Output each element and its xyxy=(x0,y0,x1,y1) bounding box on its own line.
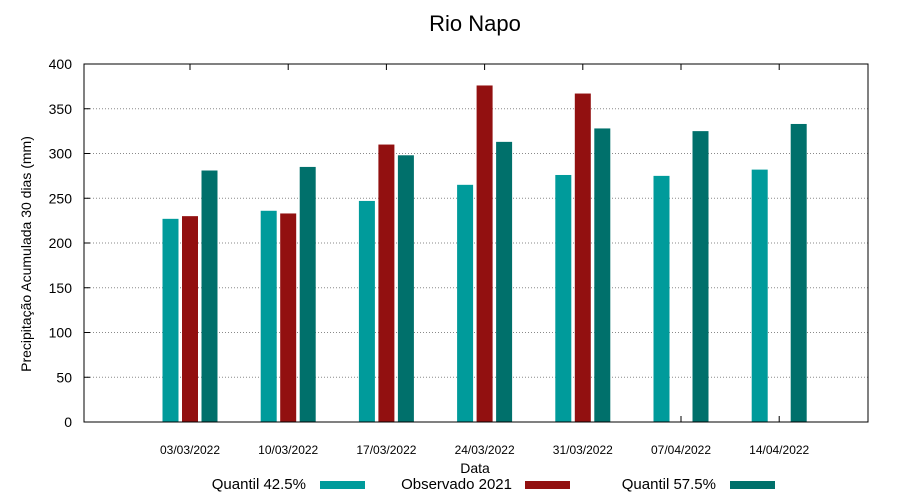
bar-series-0-2 xyxy=(358,200,375,422)
plot-frame xyxy=(83,63,869,423)
bar-series-2-4 xyxy=(594,128,611,422)
x-axis-label: Data xyxy=(460,460,490,476)
bar-series-0-5 xyxy=(653,175,670,422)
bar-series-1-0 xyxy=(182,216,198,422)
x-tick-label: 17/03/2022 xyxy=(356,443,416,457)
legend-label-0: Quantil 42.5% xyxy=(212,476,306,493)
bar-series-1-2 xyxy=(378,144,395,423)
bar-series-2-5 xyxy=(692,131,709,422)
y-tick-label: 350 xyxy=(49,101,73,117)
bar-series-0-3 xyxy=(457,184,474,422)
bar-series-2-0 xyxy=(201,170,218,422)
bar-series-2-3 xyxy=(496,141,513,423)
x-tick-label: 07/04/2022 xyxy=(651,443,711,457)
bar-series-2-2 xyxy=(397,155,414,423)
x-tick-label: 24/03/2022 xyxy=(455,443,515,457)
legend-label-1: Observado 2021 xyxy=(401,476,512,493)
legend-swatch-1 xyxy=(525,481,570,489)
y-axis-label: Precipitação Acumulada 30 dias (mm) xyxy=(18,136,34,372)
x-tick-label: 31/03/2022 xyxy=(553,443,613,457)
x-tick-label: 03/03/2022 xyxy=(160,443,220,457)
y-tick-label: 100 xyxy=(49,325,73,341)
y-tick-label: 200 xyxy=(49,235,73,251)
bar-series-0-4 xyxy=(555,174,572,422)
y-tick-label: 150 xyxy=(49,280,73,296)
x-tick-label: 14/04/2022 xyxy=(749,443,809,457)
chart-title: Rio Napo xyxy=(429,11,521,36)
legend: Quantil 42.5% Observado 2021 Quantil 57.5% xyxy=(212,476,775,493)
y-tick-label: 50 xyxy=(56,369,72,385)
bar-series-1-4 xyxy=(574,93,591,422)
bar-series-0-0 xyxy=(162,218,179,422)
bar-series-0-1 xyxy=(260,210,277,422)
bar-series-0-6 xyxy=(751,169,768,422)
bar-series-1-3 xyxy=(476,85,493,422)
bar-series-1-1 xyxy=(280,213,297,422)
legend-label-2: Quantil 57.5% xyxy=(622,476,716,493)
legend-swatch-2 xyxy=(730,481,775,489)
x-ticks: 03/03/2022 10/03/2022 17/03/2022 24/03/2022… xyxy=(160,64,810,457)
y-tick-label: 0 xyxy=(64,414,72,430)
y-ticks: 0 50 100 150 200 250 300 350 400 xyxy=(49,56,90,430)
x-tick-label: 10/03/2022 xyxy=(258,443,318,457)
y-tick-label: 400 xyxy=(49,56,73,72)
bar-series-2-6 xyxy=(790,123,807,422)
y-tick-label: 250 xyxy=(49,190,73,206)
bars xyxy=(162,85,807,423)
legend-swatch-0 xyxy=(320,481,365,489)
bar-series-2-1 xyxy=(299,166,316,422)
y-tick-label: 300 xyxy=(49,146,73,162)
